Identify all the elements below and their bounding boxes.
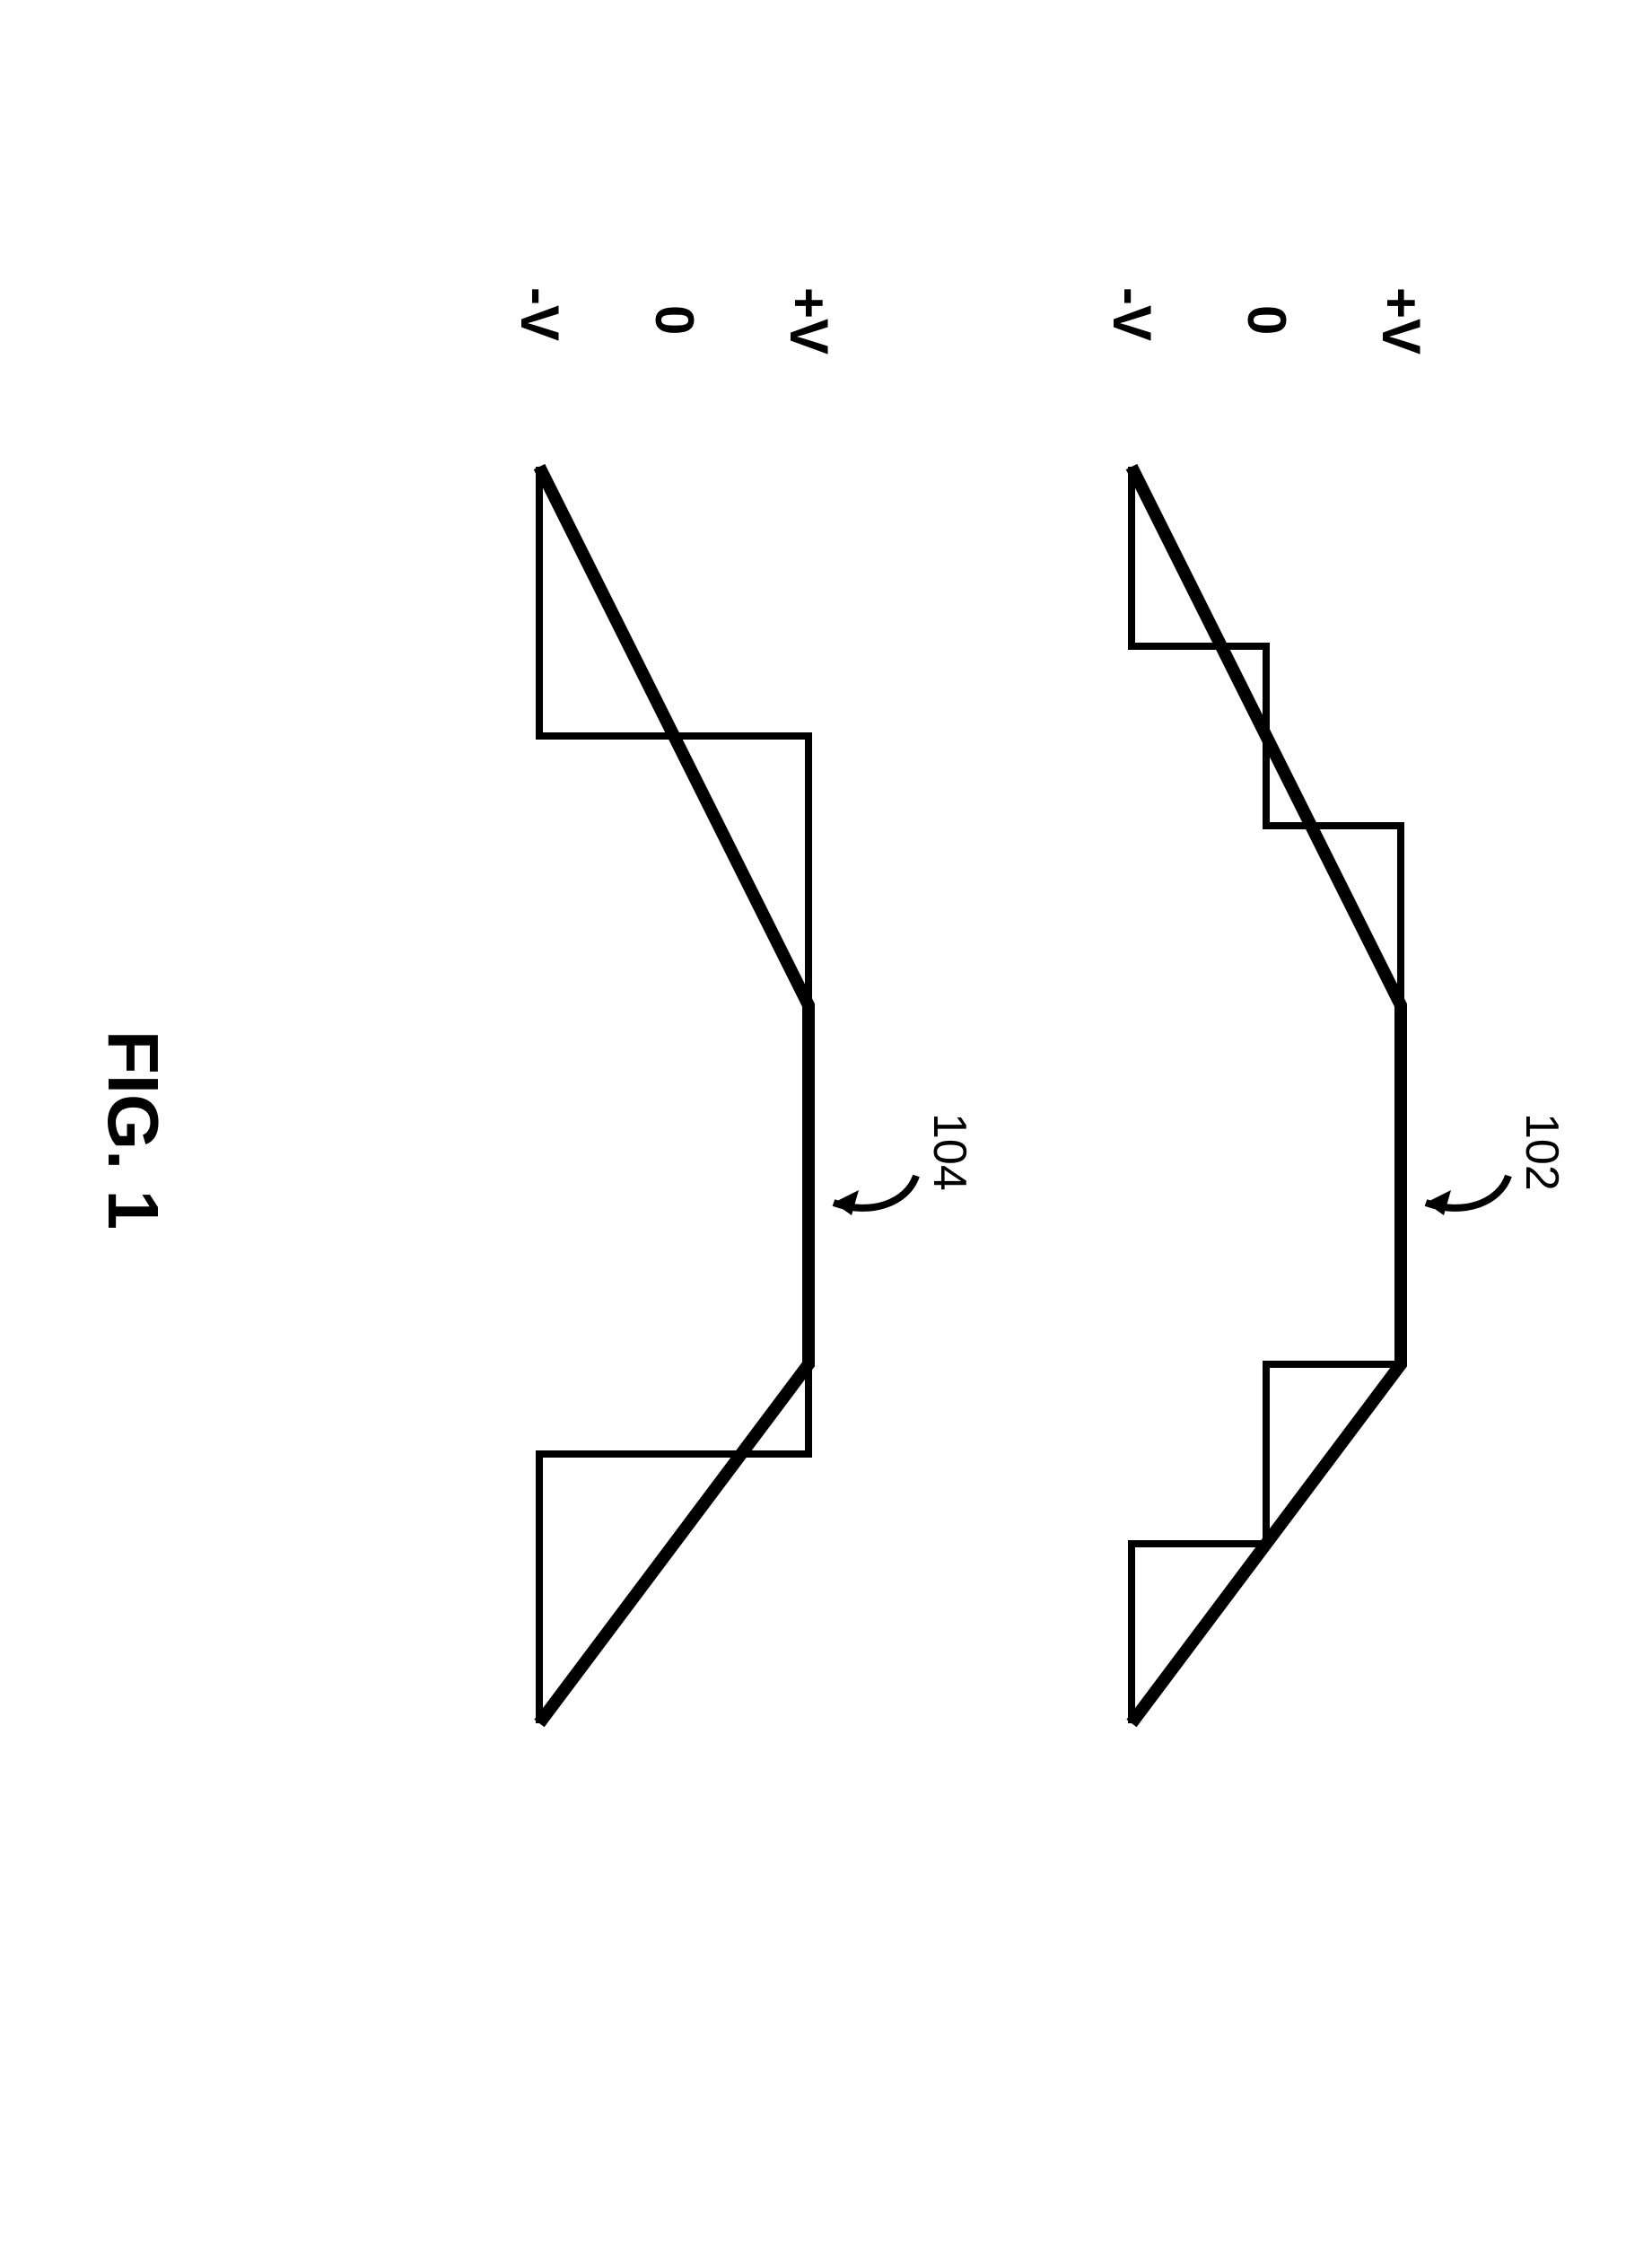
panel-top: +V 0 -V 102 bbox=[1102, 287, 1568, 1723]
ytick-pos: +V bbox=[1371, 287, 1431, 355]
panel-bottom: +V 0 -V 104 bbox=[510, 287, 975, 1723]
ref-102: 102 bbox=[1426, 1113, 1568, 1215]
ytick-zero: 0 bbox=[1237, 305, 1297, 335]
ytick-neg-b: -V bbox=[510, 287, 570, 341]
ref-104-label: 104 bbox=[923, 1113, 975, 1191]
figure-label: FIG. 1 bbox=[93, 1030, 173, 1230]
staircase-top bbox=[1132, 467, 1401, 1723]
ytick-neg: -V bbox=[1102, 287, 1162, 341]
ref-102-arrowhead bbox=[1426, 1190, 1451, 1215]
ref-102-label: 102 bbox=[1516, 1113, 1568, 1191]
ramp-bottom bbox=[539, 467, 809, 1723]
ytick-pos-b: +V bbox=[779, 287, 839, 355]
ref-104: 104 bbox=[834, 1113, 975, 1215]
ref-104-arrowhead bbox=[834, 1190, 859, 1215]
ytick-zero-b: 0 bbox=[644, 305, 704, 335]
